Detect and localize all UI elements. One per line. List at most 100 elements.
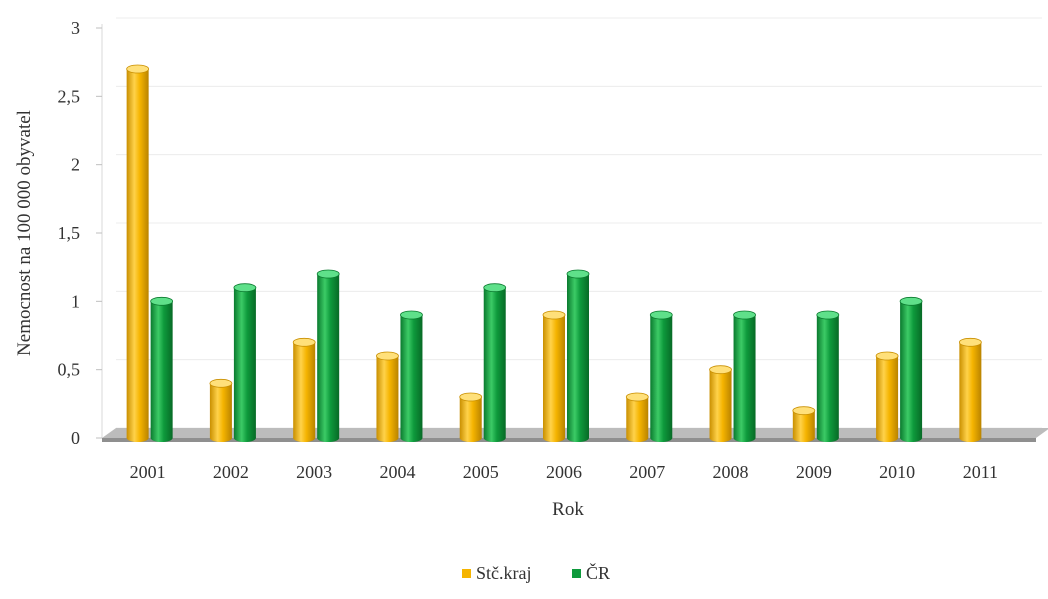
y-tick-label: 1,5 <box>58 223 81 243</box>
bar-base <box>709 434 732 442</box>
bars <box>126 64 982 442</box>
bar-body <box>233 287 256 438</box>
bar-base <box>626 434 649 442</box>
bar-base <box>209 434 232 442</box>
x-tick-label: 2008 <box>713 462 749 482</box>
bar-body <box>709 369 732 438</box>
bar-base <box>792 434 815 442</box>
y-tick-label: 2 <box>71 155 80 175</box>
bar-base <box>483 434 506 442</box>
x-tick-label: 2005 <box>463 462 499 482</box>
bar-ČR-2009 <box>816 310 840 442</box>
y-tick-label: 2,5 <box>58 86 81 106</box>
bar-cap <box>958 337 982 347</box>
bar-base <box>543 434 565 442</box>
bar-cap <box>816 310 840 320</box>
bar-base <box>459 434 482 442</box>
x-tick-label: 2010 <box>879 462 915 482</box>
legend-item-0: Stč.kraj <box>462 563 532 583</box>
bar-cap <box>733 310 756 320</box>
bar-body <box>150 301 173 438</box>
legend-item-1: ČR <box>572 562 610 583</box>
bar-ČR-2007 <box>649 310 673 442</box>
bar-ČR-2006 <box>566 269 590 442</box>
bar-cap <box>566 269 590 279</box>
bar-ČR-2010 <box>899 296 923 442</box>
bar-cap <box>209 378 233 388</box>
bar-cap <box>150 296 174 306</box>
bar-Stč.kraj-2010 <box>875 351 899 442</box>
bar-cap <box>292 337 316 347</box>
x-tick-label: 2006 <box>546 462 582 482</box>
bar-base <box>376 434 399 442</box>
bar-Stč.kraj-2008 <box>709 365 732 442</box>
bar-cap <box>709 365 732 375</box>
bar-cap <box>376 351 399 361</box>
bar-body <box>293 342 316 438</box>
bar-cap <box>459 392 483 402</box>
bar-cap <box>126 64 150 74</box>
bar-Stč.kraj-2007 <box>625 392 649 442</box>
bar-body <box>650 315 673 438</box>
bar-cap <box>625 392 649 402</box>
bar-body <box>733 315 756 438</box>
bar-base <box>400 434 423 442</box>
bar-base <box>816 434 839 442</box>
bar-body <box>209 383 232 438</box>
bar-base <box>126 434 149 442</box>
y-tick-label: 1 <box>71 291 80 311</box>
bar-body <box>959 342 982 438</box>
bar-ČR-2008 <box>733 310 756 442</box>
x-axis-ticks: 2001 2002 2003 2004 2005 2006 2007 2008 2009 2010… <box>130 462 998 482</box>
bar-cap <box>400 310 423 320</box>
x-axis-title: Rok <box>552 499 584 520</box>
bar-cap <box>483 283 507 293</box>
bar-Stč.kraj-2003 <box>292 337 316 442</box>
bar-base <box>876 434 899 442</box>
bar-body <box>400 315 423 438</box>
bar-cap <box>233 283 257 293</box>
bar-cap <box>542 310 566 320</box>
x-tick-label: 2002 <box>213 462 249 482</box>
x-tick-label: 2003 <box>296 462 332 482</box>
bar-body <box>816 315 839 438</box>
bar-base <box>233 434 256 442</box>
bar-cap <box>875 351 899 361</box>
bar-body <box>876 356 899 438</box>
bar-body <box>626 397 649 438</box>
bar-body <box>900 301 923 438</box>
bar-ČR-2002 <box>233 283 257 442</box>
bar-base <box>650 434 673 442</box>
bar-cap <box>316 269 340 279</box>
bar-Stč.kraj-2001 <box>126 64 150 442</box>
legend-swatch <box>462 569 471 578</box>
bar-body <box>376 356 399 438</box>
legend-label: Stč.kraj <box>476 563 532 583</box>
bar-base <box>900 434 923 442</box>
x-tick-label: 2011 <box>963 462 998 482</box>
legend-label: ČR <box>586 562 610 583</box>
bar-base <box>733 434 756 442</box>
y-axis-title: Nemocnost na 100 000 obyvatel <box>14 110 35 356</box>
bar-base <box>959 434 982 442</box>
bar-body <box>483 287 506 438</box>
x-tick-label: 2001 <box>130 462 166 482</box>
legend: Stč.kraj ČR <box>462 562 610 583</box>
bar-base <box>150 434 173 442</box>
bar-body <box>567 274 589 438</box>
y-tick-label: 0,5 <box>58 360 81 380</box>
y-axis-ticks: 0 0,5 1 1,5 2 2,5 3 <box>58 18 102 448</box>
bar-Stč.kraj-2009 <box>792 406 816 442</box>
bar-ČR-2005 <box>483 283 507 442</box>
bar-Stč.kraj-2004 <box>376 351 399 442</box>
bar-body <box>543 315 565 438</box>
bar-body <box>317 274 340 438</box>
bar-Stč.kraj-2002 <box>209 378 233 442</box>
x-tick-label: 2007 <box>629 462 665 482</box>
y-tick-label: 0 <box>71 428 80 448</box>
bar-base <box>567 434 589 442</box>
bar-ČR-2001 <box>150 296 174 442</box>
bar-base <box>293 434 316 442</box>
